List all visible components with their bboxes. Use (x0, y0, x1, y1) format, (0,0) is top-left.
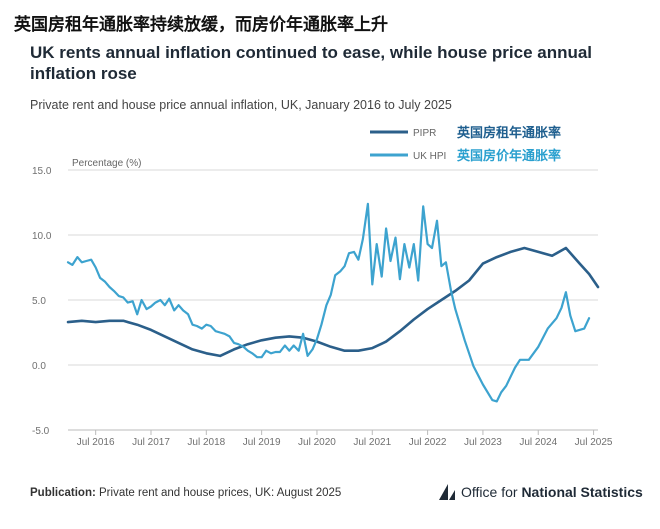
y-tick-label: 10.0 (32, 231, 52, 242)
publication-label: Publication: (30, 487, 96, 499)
grid-layer (68, 169, 598, 431)
y-tick-label: 15.0 (32, 166, 52, 177)
publication-text: Private rent and house prices, UK: Augus… (99, 487, 342, 499)
x-tick-label: Jul 2019 (243, 437, 281, 448)
hpi-series-line (66, 202, 591, 403)
x-tick-label: Jul 2023 (464, 437, 502, 448)
x-tick-label: Jul 2016 (77, 437, 115, 448)
legend-label-pipr: PIPR (413, 128, 436, 139)
y-axis-label: Percentage (%) (72, 158, 141, 169)
chinese-chart-title: 英国房租年通胀率持续放缓，而房价年通胀率上升 (14, 15, 388, 35)
legend-cn-label-hpi: 英国房价年通胀率 (456, 148, 561, 164)
x-tick-label: Jul 2022 (409, 437, 447, 448)
y-tick-label: -5.0 (32, 426, 50, 437)
ons-logo-text-regular: Office for (461, 484, 522, 500)
publication-note: Publication: Private rent and house pric… (30, 487, 341, 499)
axis-layer: 15.0 10.0 5.0 0.0 -5.0 Jul 2016 Jul 2017 Jul 20… (32, 158, 613, 448)
ons-logo: Office for National Statistics (437, 482, 643, 502)
x-tick-label: Jul 2017 (132, 437, 170, 448)
legend: PIPR 英国房租年通胀率 UK HPI 英国房价年通胀率 (370, 125, 561, 164)
x-tick-label: Jul 2021 (353, 437, 391, 448)
legend-cn-label-pipr: 英国房租年通胀率 (456, 125, 561, 141)
chart-subtitle: Private rent and house price annual infl… (30, 98, 452, 112)
series-layer (66, 202, 600, 403)
ons-logo-text: Office for National Statistics (461, 484, 643, 500)
x-tick-label: Jul 2024 (519, 437, 557, 448)
legend-label-hpi: UK HPI (413, 151, 446, 162)
x-tick-label: Jul 2025 (575, 437, 613, 448)
x-tick-label: Jul 2018 (187, 437, 225, 448)
y-tick-label: 0.0 (32, 361, 46, 372)
ons-logo-icon (439, 484, 455, 500)
x-tick-label: Jul 2020 (298, 437, 336, 448)
chart-title: UK rents annual inflation continued to e… (30, 43, 593, 83)
pipr-series-line (66, 246, 600, 358)
ons-logo-text-bold: National Statistics (521, 484, 643, 500)
y-tick-label: 5.0 (32, 296, 46, 307)
